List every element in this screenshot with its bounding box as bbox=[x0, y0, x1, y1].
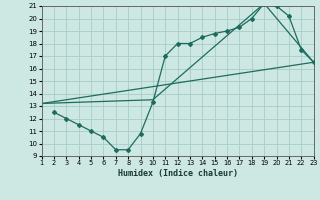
X-axis label: Humidex (Indice chaleur): Humidex (Indice chaleur) bbox=[118, 169, 237, 178]
